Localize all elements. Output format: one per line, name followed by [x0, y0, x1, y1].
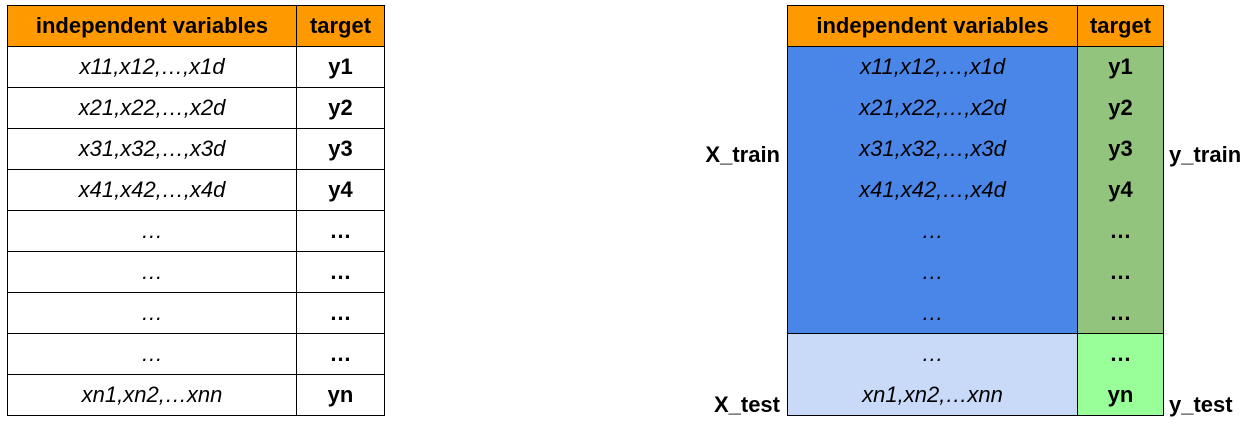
- y-test-label: y_test: [1169, 392, 1233, 417]
- features-cell: x31,x32,…,x3d: [7, 128, 297, 170]
- table-row: x21,x22,…,x2d y2: [7, 87, 385, 129]
- table-row: ……: [7, 292, 385, 334]
- target-cell: y2: [1077, 87, 1164, 129]
- header-row: independent variables target: [7, 5, 385, 47]
- target-cell: y4: [296, 169, 385, 211]
- table-row: x31,x32,…,x3d y3: [7, 128, 385, 170]
- target-cell: yn: [296, 374, 385, 416]
- features-cell: x21,x22,…,x2d: [787, 87, 1078, 129]
- target-cell: y1: [296, 46, 385, 88]
- x-train-label: X_train: [705, 142, 780, 167]
- target-cell: y1: [1077, 46, 1164, 88]
- train-row: x41,x42,…,x4d y4: [787, 169, 1164, 211]
- target-cell: y3: [296, 128, 385, 170]
- target-cell: …: [296, 251, 385, 293]
- features-cell: …: [787, 210, 1078, 252]
- features-cell: …: [787, 292, 1078, 334]
- target-cell: …: [296, 210, 385, 252]
- target-cell: yn: [1077, 374, 1164, 416]
- target-cell: …: [1077, 251, 1164, 293]
- full-dataset-table: independent variables target x11,x12,…,x…: [7, 5, 385, 416]
- target-cell: …: [1077, 333, 1164, 375]
- target-cell: …: [296, 333, 385, 375]
- train-row: x11,x12,…,x1d y1: [787, 46, 1164, 88]
- train-row: x21,x22,…,x2d y2: [787, 87, 1164, 129]
- features-cell: …: [787, 333, 1078, 375]
- table-row: x41,x42,…,x4d y4: [7, 169, 385, 211]
- target-cell: y2: [296, 87, 385, 129]
- features-header: independent variables: [787, 5, 1078, 47]
- features-cell: …: [7, 333, 297, 375]
- table-row: x11,x12,…,x1d y1: [7, 46, 385, 88]
- features-cell: …: [7, 292, 297, 334]
- features-cell: x11,x12,…,x1d: [787, 46, 1078, 88]
- table-row: ……: [7, 210, 385, 252]
- header-row: independent variables target: [787, 5, 1164, 47]
- target-cell: y3: [1077, 128, 1164, 170]
- features-cell: xn1,xn2,…xnn: [7, 374, 297, 416]
- target-cell: …: [1077, 292, 1164, 334]
- features-cell: …: [787, 251, 1078, 293]
- train-row: ……: [787, 251, 1164, 293]
- features-cell: x41,x42,…,x4d: [787, 169, 1078, 211]
- target-cell: …: [1077, 210, 1164, 252]
- table-row: ……: [7, 251, 385, 293]
- target-header: target: [1077, 5, 1164, 47]
- train-row: ……: [787, 292, 1164, 334]
- test-row: ……: [787, 333, 1164, 375]
- table-row: xn1,xn2,…xnn yn: [7, 374, 385, 416]
- train-row: x31,x32,…,x3d y3: [787, 128, 1164, 170]
- y-train-label: y_train: [1169, 142, 1242, 167]
- features-cell: xn1,xn2,…xnn: [787, 374, 1078, 416]
- target-header: target: [296, 5, 385, 47]
- test-row: xn1,xn2,…xnn yn: [787, 374, 1164, 416]
- features-cell: …: [7, 210, 297, 252]
- split-dataset-table: independent variables target x11,x12,…,x…: [787, 5, 1164, 416]
- features-cell: x31,x32,…,x3d: [787, 128, 1078, 170]
- target-cell: y4: [1077, 169, 1164, 211]
- train-row: ……: [787, 210, 1164, 252]
- features-header: independent variables: [7, 5, 297, 47]
- target-cell: …: [296, 292, 385, 334]
- table-row: ……: [7, 333, 385, 375]
- features-cell: …: [7, 251, 297, 293]
- features-cell: x11,x12,…,x1d: [7, 46, 297, 88]
- features-cell: x41,x42,…,x4d: [7, 169, 297, 211]
- x-test-label: X_test: [713, 392, 780, 417]
- features-cell: x21,x22,…,x2d: [7, 87, 297, 129]
